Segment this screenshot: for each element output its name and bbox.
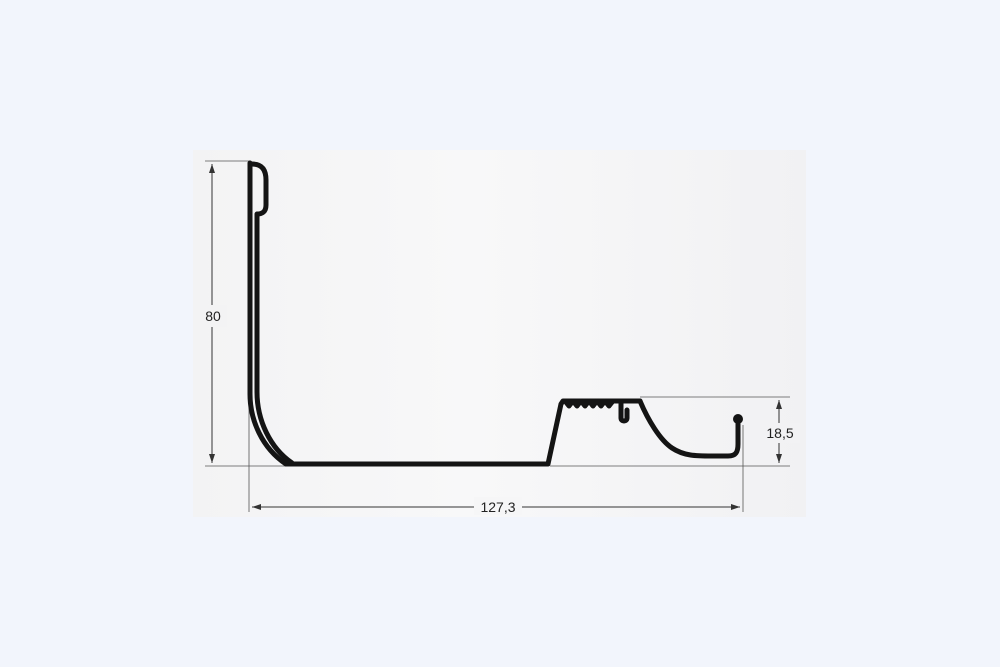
profile-inner-hook xyxy=(618,399,630,424)
width-dimension: 127,3 xyxy=(252,497,740,515)
profile-serrations xyxy=(562,398,616,409)
height-label-bg xyxy=(199,305,227,327)
profile-vertical-wall xyxy=(249,161,295,466)
profile-end-bead xyxy=(733,414,743,424)
width-label: 127,3 xyxy=(480,499,515,515)
step-height-label-bg xyxy=(762,423,800,443)
height-dimension: 80 xyxy=(199,164,227,463)
profile-section xyxy=(247,160,743,467)
step-height-dimension: 18,5 xyxy=(762,400,800,463)
extension-lines xyxy=(205,160,790,512)
profile-gutter xyxy=(637,398,741,459)
width-label-bg xyxy=(474,497,522,515)
step-height-label: 18,5 xyxy=(766,425,793,441)
height-label: 80 xyxy=(205,308,221,324)
profile-floor-and-step xyxy=(247,160,643,467)
